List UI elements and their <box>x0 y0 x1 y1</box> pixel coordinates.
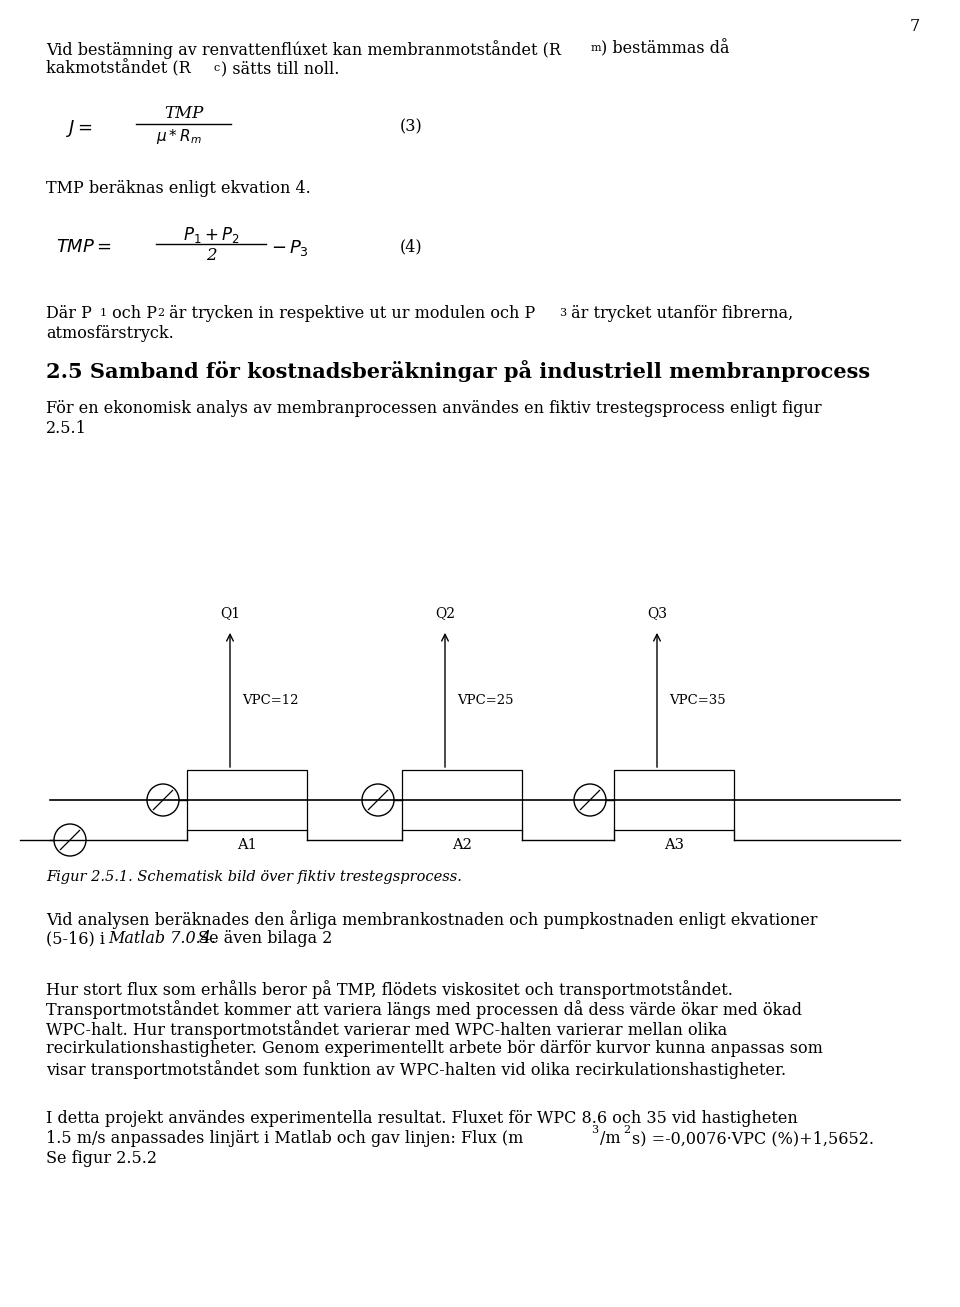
Text: Hur stort flux som erhålls beror på TMP, flödets viskositet och transportmotstån: Hur stort flux som erhålls beror på TMP,… <box>46 980 732 999</box>
Text: Vid analysen beräknades den årliga membrankostnaden och pumpkostnaden enligt ekv: Vid analysen beräknades den årliga membr… <box>46 910 818 929</box>
Text: WPC-halt. Hur transportmotståndet varierar med WPC-halten varierar mellan olika: WPC-halt. Hur transportmotståndet varier… <box>46 1019 728 1039</box>
Text: $\mu * R_m$: $\mu * R_m$ <box>156 127 202 146</box>
Text: är trycket utanför fibrerna,: är trycket utanför fibrerna, <box>566 305 793 322</box>
Text: Där P: Där P <box>46 305 92 322</box>
Text: A3: A3 <box>664 838 684 852</box>
Text: s) =-0,0076·VPC (%)+1,5652.: s) =-0,0076·VPC (%)+1,5652. <box>632 1131 874 1148</box>
Text: är trycken in respektive ut ur modulen och P: är trycken in respektive ut ur modulen o… <box>164 305 536 322</box>
Text: $P_1 + P_2$: $P_1 + P_2$ <box>182 225 239 244</box>
Text: och P: och P <box>107 305 157 322</box>
Text: Transportmotståndet kommer att variera längs med processen då dess värde ökar me: Transportmotståndet kommer att variera l… <box>46 1000 802 1019</box>
Text: $-\, P_3$: $-\, P_3$ <box>271 238 309 257</box>
Text: Vid bestämning av renvattenflúxet kan membranmotståndet (R: Vid bestämning av renvattenflúxet kan me… <box>46 41 561 59</box>
Text: Figur 2.5.1. Schematisk bild över fiktiv trestegsprocess.: Figur 2.5.1. Schematisk bild över fiktiv… <box>46 870 462 884</box>
Text: A2: A2 <box>452 838 472 852</box>
Text: VPC=12: VPC=12 <box>242 694 299 707</box>
Text: c: c <box>213 63 219 73</box>
Text: TMP beräknas enligt ekvation 4.: TMP beräknas enligt ekvation 4. <box>46 180 311 197</box>
Text: För en ekonomisk analys av membranprocessen användes en fiktiv trestegsprocess e: För en ekonomisk analys av membranproces… <box>46 400 822 417</box>
Text: Matlab 7.0.4.: Matlab 7.0.4. <box>108 931 216 948</box>
Text: m: m <box>591 43 602 54</box>
Text: 2: 2 <box>205 247 216 264</box>
Text: kakmotståndet (R: kakmotståndet (R <box>46 60 191 77</box>
Text: ) bestämmas då: ) bestämmas då <box>601 41 730 58</box>
Text: (3): (3) <box>400 118 422 135</box>
Text: Q3: Q3 <box>647 606 667 620</box>
Text: 3: 3 <box>591 1125 598 1134</box>
Text: TMP: TMP <box>164 105 204 122</box>
Text: 1: 1 <box>100 308 108 318</box>
Text: A1: A1 <box>237 838 257 852</box>
Bar <box>187 770 307 830</box>
Text: 2: 2 <box>157 308 164 318</box>
Text: VPC=35: VPC=35 <box>669 694 726 707</box>
Bar <box>614 770 734 830</box>
Text: I detta projekt användes experimentella resultat. Fluxet för WPC 8.6 och 35 vid : I detta projekt användes experimentella … <box>46 1110 798 1127</box>
Text: (4): (4) <box>400 238 422 255</box>
Text: recirkulationshastigheter. Genom experimentellt arbete bör därför kurvor kunna a: recirkulationshastigheter. Genom experim… <box>46 1040 823 1057</box>
Text: visar transportmotståndet som funktion av WPC-halten vid olika recirkulationshas: visar transportmotståndet som funktion a… <box>46 1060 786 1078</box>
Text: $J =$: $J =$ <box>66 118 93 139</box>
Text: atmosfärstryck.: atmosfärstryck. <box>46 325 174 342</box>
Bar <box>402 770 522 830</box>
Text: 2.5 Samband för kostnadsberäkningar på industriell membranprocess: 2.5 Samband för kostnadsberäkningar på i… <box>46 359 870 382</box>
Text: 7: 7 <box>910 18 920 35</box>
Text: $TMP =$: $TMP =$ <box>56 238 112 256</box>
Text: 1.5 m/s anpassades linjärt i Matlab och gav linjen: Flux (m: 1.5 m/s anpassades linjärt i Matlab och … <box>46 1131 523 1148</box>
Text: Q2: Q2 <box>435 606 455 620</box>
Text: VPC=25: VPC=25 <box>457 694 514 707</box>
Text: (5-16) i: (5-16) i <box>46 931 110 948</box>
Text: Se figur 2.5.2: Se figur 2.5.2 <box>46 1150 157 1167</box>
Text: /m: /m <box>600 1131 620 1148</box>
Text: 2.5.1: 2.5.1 <box>46 420 86 437</box>
Text: Se även bilaga 2: Se även bilaga 2 <box>193 931 332 948</box>
Text: ) sätts till noll.: ) sätts till noll. <box>221 60 340 77</box>
Text: 2: 2 <box>623 1125 630 1134</box>
Text: Q1: Q1 <box>220 606 240 620</box>
Text: 3: 3 <box>559 308 566 318</box>
